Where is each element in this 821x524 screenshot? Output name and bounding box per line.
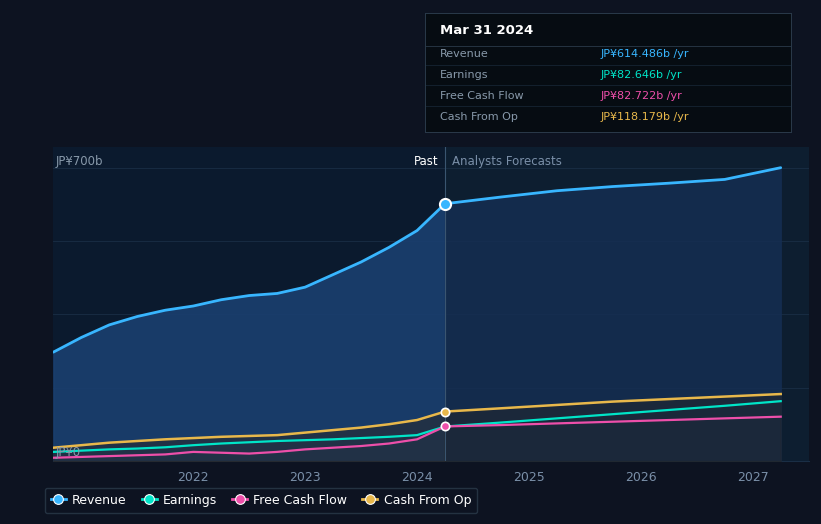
Text: Mar 31 2024: Mar 31 2024 [440, 24, 533, 37]
Text: JP¥700b: JP¥700b [56, 155, 103, 168]
Text: Free Cash Flow: Free Cash Flow [440, 91, 524, 101]
Bar [445, 147, 809, 461]
Text: JP¥82.722b /yr: JP¥82.722b /yr [601, 91, 682, 101]
Text: Past: Past [414, 155, 438, 168]
Text: Earnings: Earnings [440, 70, 488, 80]
Text: JP¥82.646b /yr: JP¥82.646b /yr [601, 70, 682, 80]
Legend: Revenue, Earnings, Free Cash Flow, Cash From Op: Revenue, Earnings, Free Cash Flow, Cash … [44, 487, 477, 513]
Text: Cash From Op: Cash From Op [440, 112, 518, 122]
Bar [53, 147, 445, 461]
Text: JP¥614.486b /yr: JP¥614.486b /yr [601, 49, 689, 59]
Text: Revenue: Revenue [440, 49, 488, 59]
Text: JP¥118.179b /yr: JP¥118.179b /yr [601, 112, 689, 122]
Text: JP¥0: JP¥0 [56, 446, 80, 460]
Text: Analysts Forecasts: Analysts Forecasts [452, 155, 562, 168]
